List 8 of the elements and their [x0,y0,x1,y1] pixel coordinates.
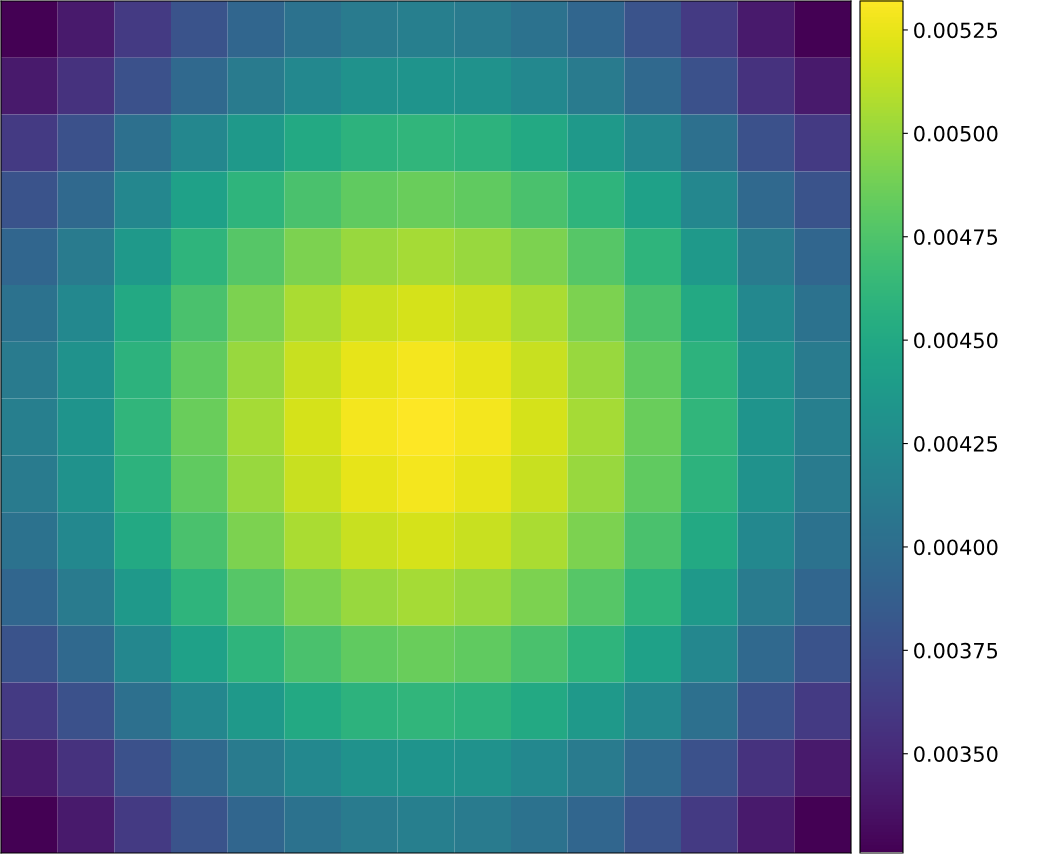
color-bar-label: 0.00500 [914,125,998,142]
color-bar-label: 0.00450 [914,332,998,349]
color-bar-label: 0.00350 [914,746,998,762]
color-bar-label: 0.00525 [914,22,998,39]
color-bar-label: 0.00475 [914,229,998,245]
color-bar-label: 0.00425 [914,436,998,452]
color-bar-label: 0.00400 [914,539,998,556]
color-bar-label: 0.00375 [914,642,998,659]
